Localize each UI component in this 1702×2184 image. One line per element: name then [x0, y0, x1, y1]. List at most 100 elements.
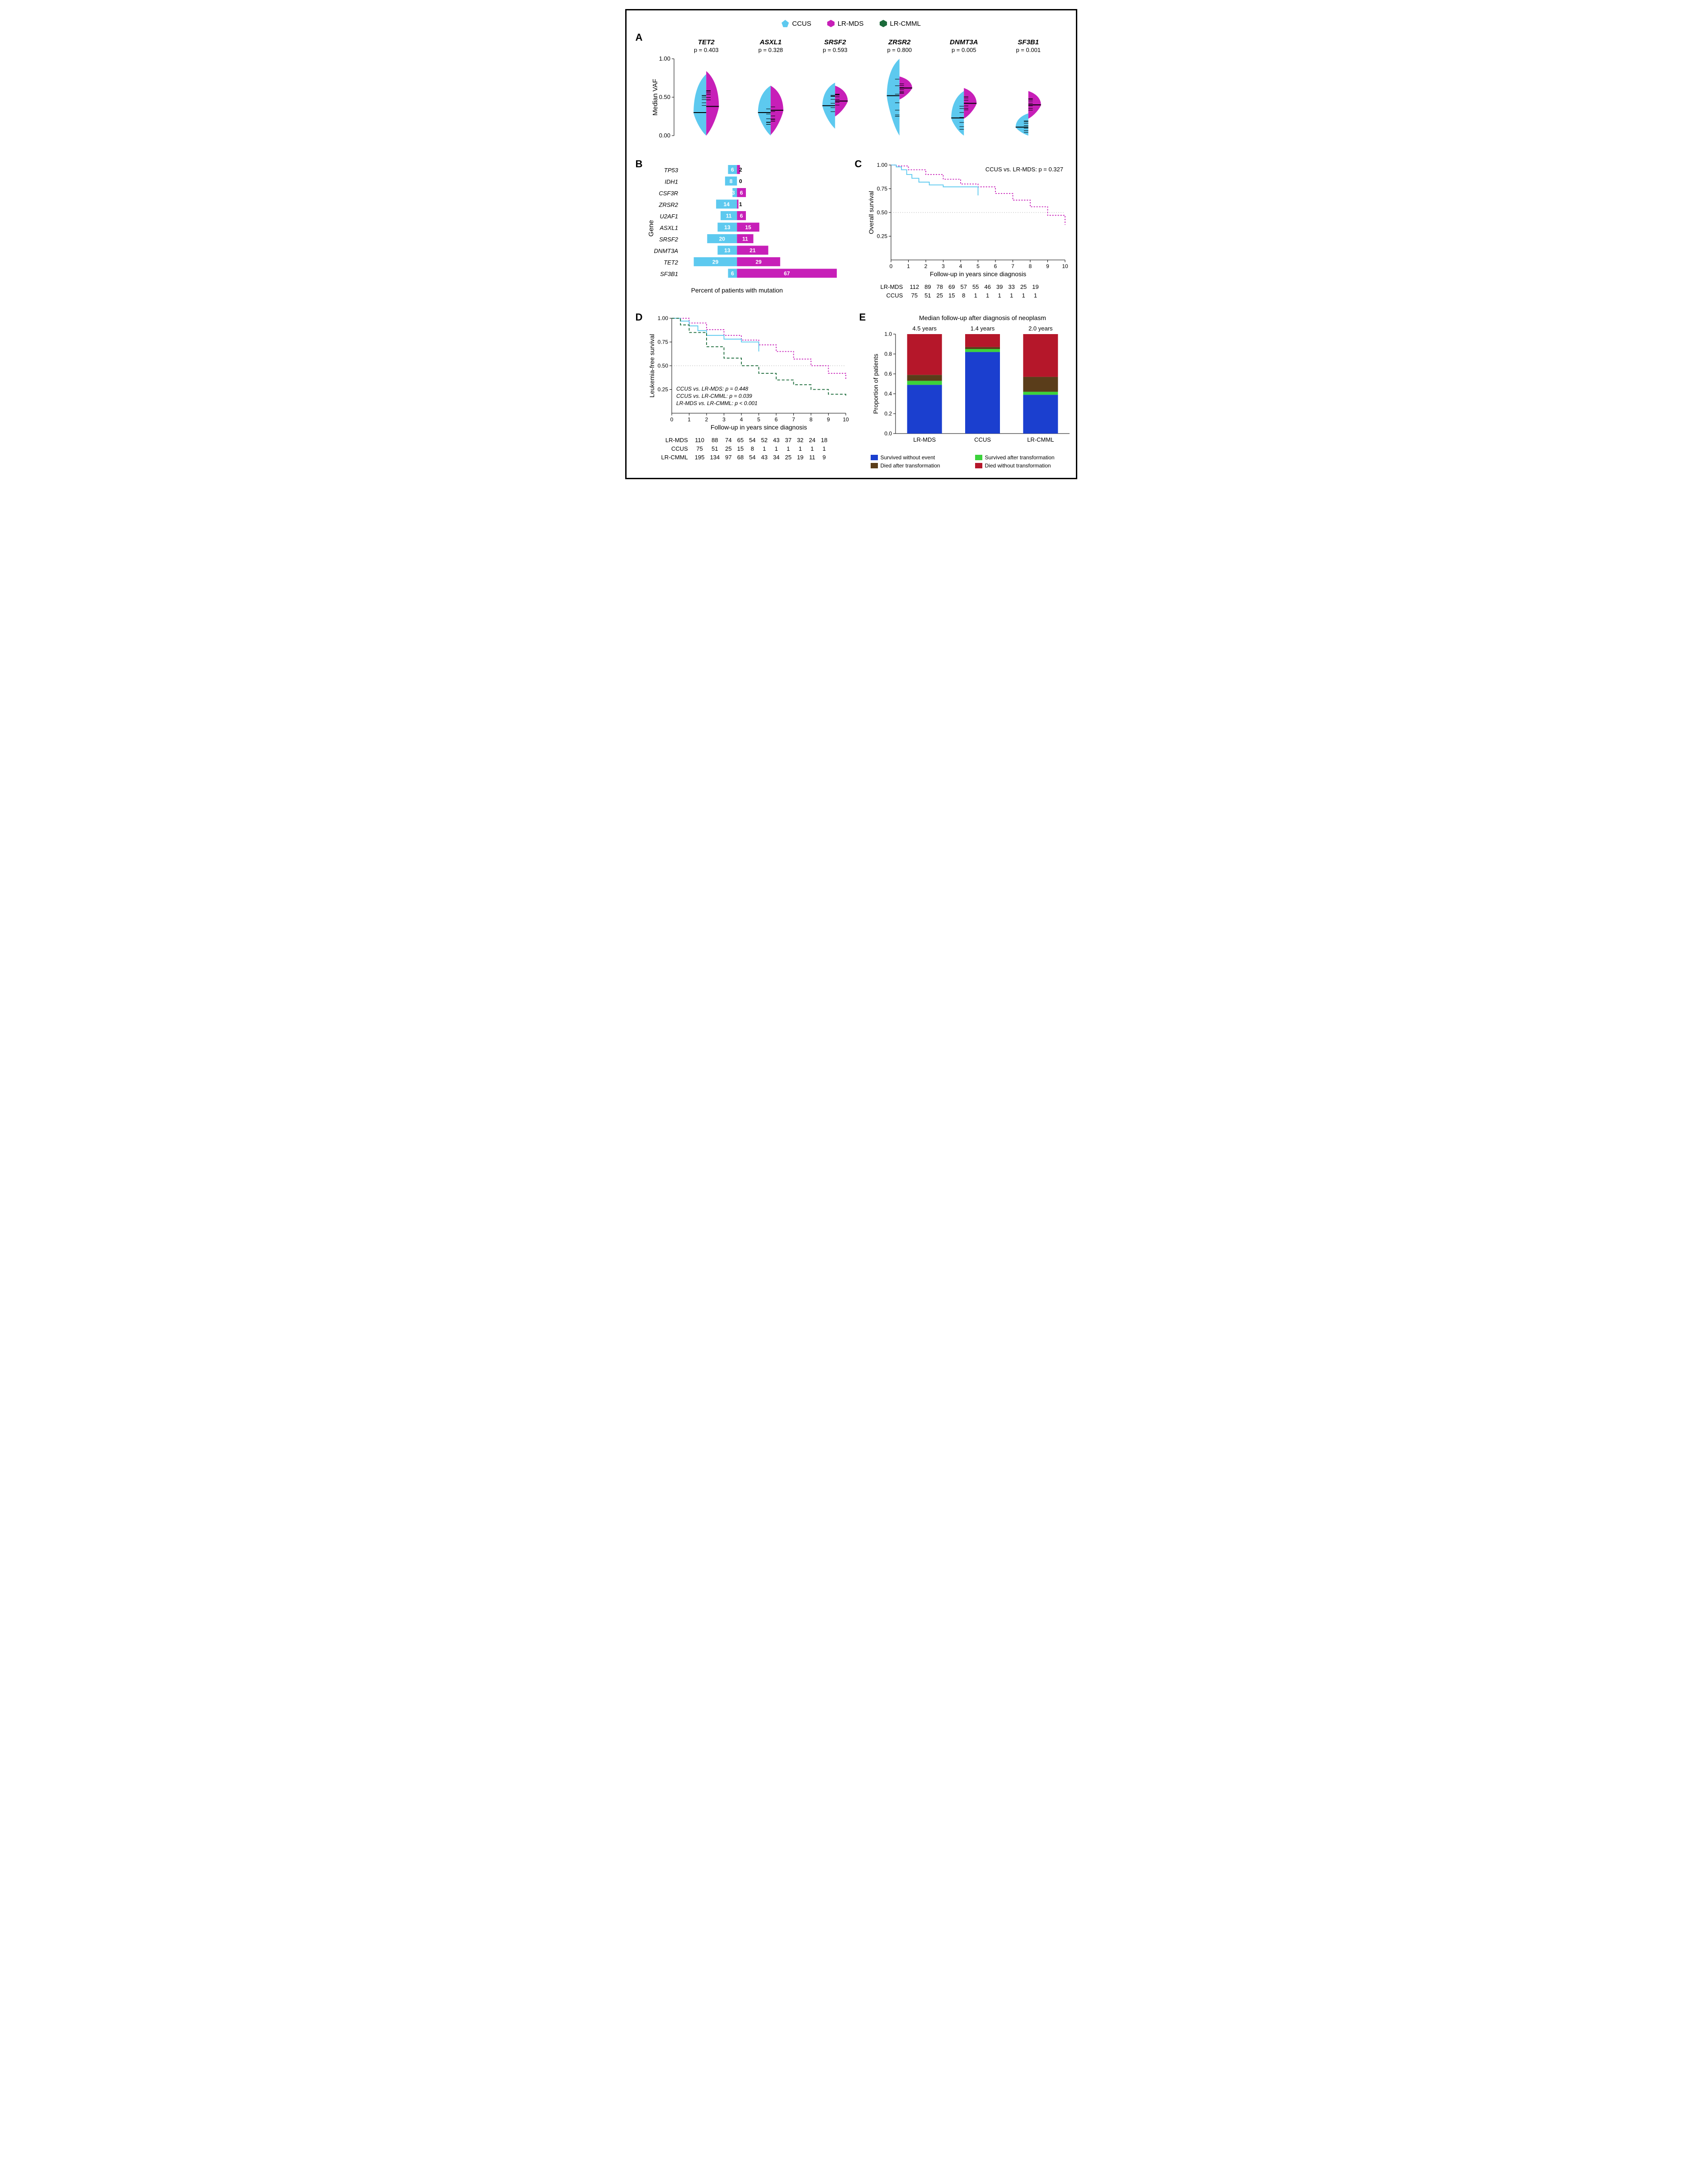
svg-text:10: 10	[1062, 263, 1068, 269]
svg-text:0.6: 0.6	[884, 371, 892, 377]
svg-text:0.50: 0.50	[657, 363, 668, 369]
svg-text:8: 8	[1028, 263, 1032, 269]
svg-text:ASXL1: ASXL1	[759, 38, 781, 46]
svg-text:Follow-up in years since diagn: Follow-up in years since diagnosis	[929, 270, 1026, 278]
svg-text:2.0 years: 2.0 years	[1028, 325, 1053, 332]
panel-a-label: A	[636, 32, 643, 43]
svg-text:CCUS vs. LR-MDS: p = 0.448: CCUS vs. LR-MDS: p = 0.448	[676, 386, 748, 392]
svg-text:p = 0.800: p = 0.800	[887, 47, 912, 53]
legend-lrmds: LR-MDS	[827, 19, 864, 28]
svg-text:0.75: 0.75	[657, 339, 668, 345]
svg-text:U2AF1: U2AF1	[660, 213, 678, 220]
svg-text:7: 7	[1011, 263, 1014, 269]
svg-text:Overall survival: Overall survival	[868, 191, 875, 234]
svg-text:6: 6	[731, 270, 734, 277]
svg-text:4: 4	[959, 263, 962, 269]
svg-text:2: 2	[739, 166, 742, 173]
svg-text:1.0: 1.0	[884, 331, 892, 337]
panel-a: A 0.000.501.00Median VAFTET2p = 0.403ASX…	[636, 36, 1067, 147]
svg-text:Median follow-up after diagnos: Median follow-up after diagnosis of neop…	[919, 314, 1046, 321]
panel-e: E Median follow-up after diagnosis of ne…	[859, 314, 1074, 469]
svg-text:6: 6	[994, 263, 997, 269]
svg-text:13: 13	[724, 224, 731, 231]
svg-text:0: 0	[889, 263, 892, 269]
svg-text:DNMT3A: DNMT3A	[654, 247, 678, 254]
svg-text:Gene: Gene	[647, 220, 655, 237]
legend-top: CCUS LR-MDS LR-CMML	[636, 19, 1067, 29]
svg-text:67: 67	[784, 270, 790, 277]
svg-text:3: 3	[942, 263, 945, 269]
svg-text:1.00: 1.00	[659, 55, 670, 62]
svg-text:p = 0.593: p = 0.593	[822, 47, 847, 53]
panel-b-label: B	[636, 158, 643, 170]
svg-text:2: 2	[705, 416, 708, 423]
svg-text:0.75: 0.75	[877, 186, 887, 192]
svg-text:SRSF2: SRSF2	[659, 236, 679, 243]
svg-text:6: 6	[731, 166, 734, 173]
svg-text:CCUS vs. LR-CMML: p = 0.039: CCUS vs. LR-CMML: p = 0.039	[676, 393, 752, 399]
svg-text:11: 11	[726, 212, 731, 219]
svg-text:6: 6	[740, 212, 743, 219]
svg-text:TET2: TET2	[698, 38, 714, 46]
svg-text:0.25: 0.25	[657, 387, 668, 393]
svg-text:4: 4	[740, 416, 743, 423]
svg-text:p = 0.403: p = 0.403	[693, 47, 718, 53]
svg-text:0.50: 0.50	[877, 209, 887, 216]
svg-text:CCUS: CCUS	[974, 436, 991, 443]
svg-text:7: 7	[792, 416, 795, 423]
svg-text:29: 29	[712, 259, 718, 265]
svg-text:0.8: 0.8	[884, 351, 892, 357]
svg-text:0.00: 0.00	[659, 132, 670, 139]
panel-b: B GeneTP5362IDH180CSF3R36ZRSR2141U2AF111…	[636, 160, 846, 300]
svg-text:2: 2	[924, 263, 927, 269]
svg-text:0: 0	[739, 178, 742, 184]
svg-text:21: 21	[750, 247, 756, 254]
svg-text:0.50: 0.50	[659, 94, 670, 100]
svg-text:5: 5	[976, 263, 980, 269]
legend-ccus-label: CCUS	[792, 20, 811, 28]
svg-text:ZRSR2: ZRSR2	[888, 38, 911, 46]
svg-text:TP53: TP53	[664, 167, 678, 174]
svg-text:1.4 years: 1.4 years	[970, 325, 995, 332]
svg-text:Percent of patients with mutat: Percent of patients with mutation	[691, 287, 783, 294]
svg-text:p = 0.005: p = 0.005	[951, 47, 976, 53]
svg-text:29: 29	[755, 259, 762, 265]
svg-text:IDH1: IDH1	[665, 178, 678, 185]
svg-text:0: 0	[670, 416, 673, 423]
pentagon-icon	[781, 19, 789, 28]
panel-e-label: E	[859, 311, 866, 323]
svg-text:0.2: 0.2	[884, 410, 892, 417]
svg-text:3: 3	[722, 416, 726, 423]
svg-text:p = 0.328: p = 0.328	[758, 47, 783, 53]
figure-container: CCUS LR-MDS LR-CMML A 0.000.501.00Median…	[625, 9, 1077, 479]
legend-lrcmml-label: LR-CMML	[890, 20, 921, 28]
panel-c: C 0123456789100.250.500.751.00Follow-up …	[855, 160, 1070, 300]
svg-text:20: 20	[719, 236, 725, 242]
hexagon-icon	[879, 19, 887, 28]
svg-text:SF3B1: SF3B1	[660, 270, 678, 277]
svg-text:8: 8	[809, 416, 812, 423]
svg-text:14: 14	[723, 201, 730, 208]
svg-text:0.4: 0.4	[884, 391, 892, 397]
svg-text:Follow-up in years since diagn: Follow-up in years since diagnosis	[710, 424, 806, 431]
panel-d-label: D	[636, 311, 643, 323]
svg-text:Leukemia-free survival: Leukemia-free survival	[648, 334, 655, 398]
svg-text:0.0: 0.0	[884, 430, 892, 437]
svg-text:15: 15	[745, 224, 751, 231]
panel-d: D 0123456789100.250.500.751.00Follow-up …	[636, 314, 850, 469]
svg-text:SRSF2: SRSF2	[824, 38, 846, 46]
legend-lrcmml: LR-CMML	[879, 19, 921, 28]
svg-text:Proportion of patients: Proportion of patients	[872, 354, 879, 414]
legend-lrmds-label: LR-MDS	[838, 20, 864, 28]
svg-text:1: 1	[907, 263, 910, 269]
svg-text:0.25: 0.25	[877, 233, 887, 240]
svg-text:DNMT3A: DNMT3A	[950, 38, 978, 46]
svg-text:13: 13	[724, 247, 731, 254]
svg-text:TET2: TET2	[664, 259, 679, 266]
panel-c-label: C	[855, 158, 862, 170]
svg-text:1.00: 1.00	[877, 162, 887, 168]
svg-text:LR-MDS vs. LR-CMML: p < 0.001: LR-MDS vs. LR-CMML: p < 0.001	[676, 400, 758, 406]
svg-text:CCUS vs. LR-MDS: p = 0.327: CCUS vs. LR-MDS: p = 0.327	[985, 166, 1063, 173]
svg-text:Median VAF: Median VAF	[651, 79, 659, 115]
svg-text:1.00: 1.00	[657, 315, 668, 321]
